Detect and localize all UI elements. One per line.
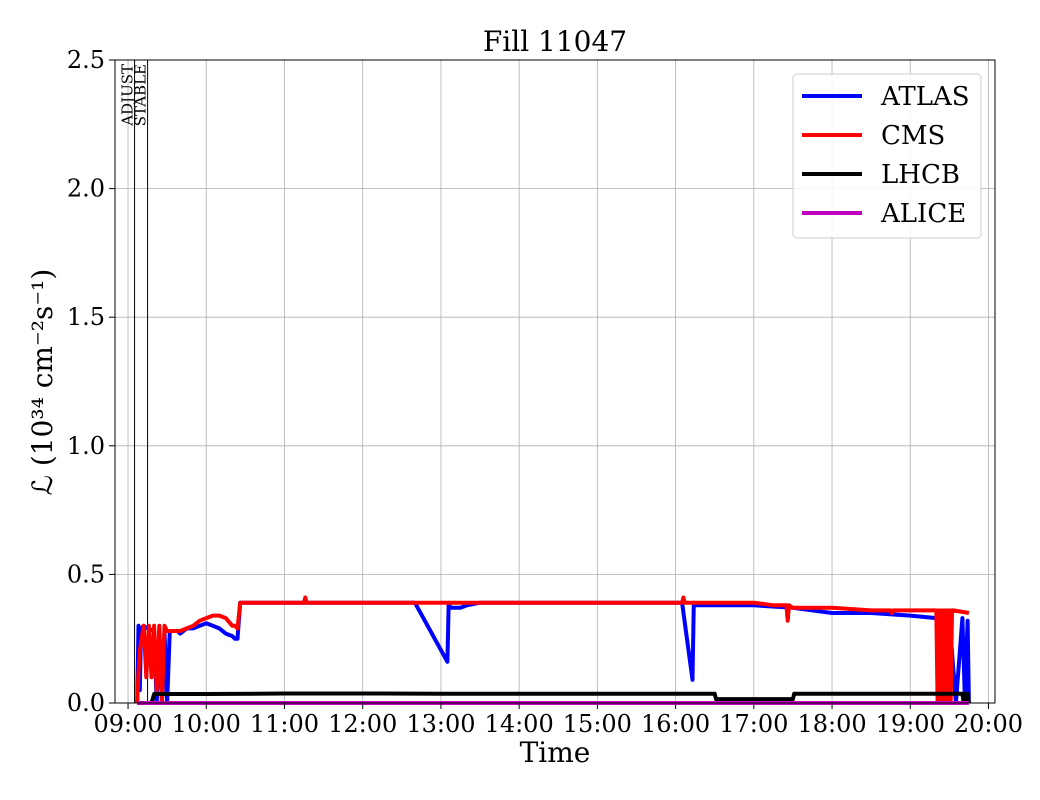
y-tick-label: 1.0 [67, 432, 105, 460]
x-tick-label: 18:00 [797, 710, 866, 738]
y-axis-label: ℒ (10³⁴ cm⁻²s⁻¹) [26, 269, 59, 496]
x-tick-label: 10:00 [172, 710, 241, 738]
x-tick-label: 20:00 [954, 710, 1023, 738]
x-tick-label: 09:00 [93, 710, 162, 738]
y-tick-label: 0.0 [67, 689, 105, 717]
y-tick-label: 0.5 [67, 560, 105, 588]
y-tick-label: 2.5 [67, 46, 105, 74]
x-tick-label: 13:00 [406, 710, 475, 738]
marker-label-stable: STABLE [132, 64, 150, 126]
marker-label-adjust: ADJUST [119, 64, 137, 127]
x-tick-label: 17:00 [719, 710, 788, 738]
legend-label-alice: ALICE [880, 199, 966, 229]
legend-label-cms: CMS [881, 121, 945, 151]
y-tick-label: 1.5 [67, 303, 105, 331]
legend-label-atlas: ATLAS [880, 82, 970, 112]
axis-ticks: 09:00 10:00 11:00 12:00 13:00 14:00 15:00 16:00… [67, 46, 1023, 738]
x-axis-label: Time [520, 736, 591, 769]
x-tick-label: 16:00 [641, 710, 710, 738]
grid [115, 59, 995, 704]
x-tick-label: 12:00 [328, 710, 397, 738]
y-tick-label: 2.0 [67, 175, 105, 203]
legend-label-lhcb: LHCB [881, 160, 960, 190]
x-tick-label: 19:00 [876, 710, 945, 738]
x-tick-label: 15:00 [563, 710, 632, 738]
legend-box [792, 73, 982, 239]
x-tick-label: 11:00 [250, 710, 319, 738]
series-line-cms [135, 595, 970, 705]
chart-title: Fill 11047 [483, 25, 627, 58]
x-tick-label: 14:00 [485, 710, 554, 738]
legend: ATLAS CMS LHCB ALICE [792, 73, 982, 239]
plot-frame [114, 59, 996, 704]
